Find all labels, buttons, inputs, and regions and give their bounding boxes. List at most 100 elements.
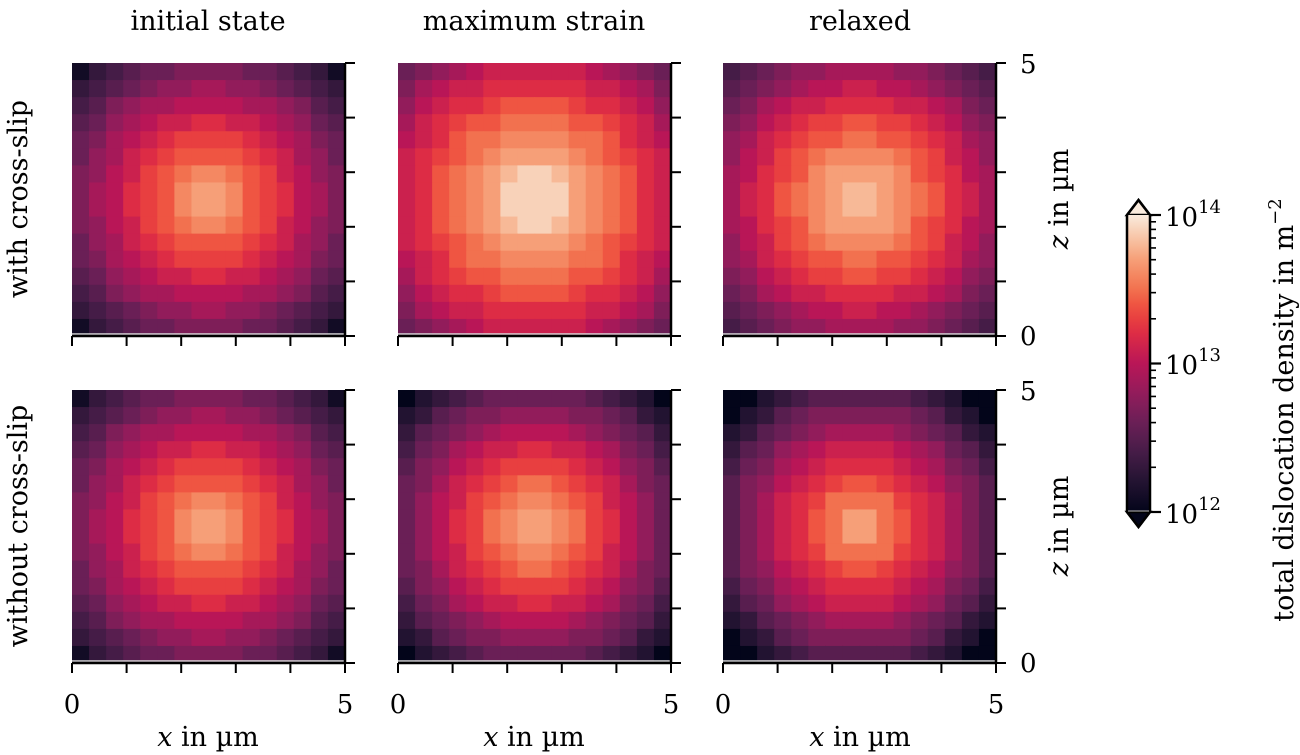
heatmap-cell	[653, 199, 672, 218]
heatmap-cell	[483, 441, 501, 459]
heatmap-cell	[449, 628, 467, 647]
heatmap-cell	[517, 199, 536, 218]
heatmap-cell	[910, 63, 929, 81]
heatmap-cell	[961, 148, 980, 166]
heatmap-cell	[449, 216, 467, 235]
heatmap-cell	[466, 560, 484, 579]
heatmap-cell	[757, 267, 775, 286]
heatmap-cell	[500, 543, 519, 562]
heatmap-cell	[876, 148, 895, 166]
heatmap-cell	[653, 114, 672, 132]
heatmap-cell	[910, 182, 929, 201]
heatmap-cell	[449, 441, 467, 459]
heatmap-cell	[859, 233, 878, 252]
heatmap-cell	[842, 250, 861, 269]
heatmap-cell	[961, 577, 980, 596]
heatmap-cell	[140, 114, 158, 132]
heatmap-cell	[449, 509, 467, 528]
heatmap-cell	[483, 526, 501, 545]
heatmap-cell	[619, 199, 638, 218]
heatmap-cell	[619, 233, 638, 252]
heatmap-cell	[327, 182, 346, 201]
heatmap-cell	[636, 390, 655, 408]
heatmap-cell	[517, 458, 536, 476]
heatmap-cell	[808, 233, 826, 252]
heatmap-cell	[466, 97, 484, 115]
heatmap-cell	[808, 318, 826, 337]
heatmap-cell	[483, 250, 501, 269]
heatmap-cell	[208, 424, 227, 442]
heatmap-cell	[842, 645, 861, 664]
heatmap-cell	[534, 301, 553, 320]
heatmap-cell	[415, 390, 433, 408]
heatmap-cell	[140, 390, 158, 408]
heatmap-cell	[551, 526, 570, 545]
heatmap-cell	[106, 233, 124, 252]
heatmap-cell	[72, 63, 90, 81]
heatmap-cell	[636, 543, 655, 562]
heatmap-cell	[757, 97, 775, 115]
heatmap-cell	[89, 114, 107, 132]
heatmap-cell	[259, 63, 278, 81]
heatmap-cell	[757, 148, 775, 166]
heatmap-cell	[842, 628, 861, 647]
heatmap-cell	[208, 407, 227, 425]
heatmap-cell	[723, 250, 741, 269]
heatmap-cell	[89, 216, 107, 235]
heatmap-cell	[585, 114, 604, 132]
heatmap-cell	[449, 611, 467, 630]
heatmap-cell	[449, 199, 467, 218]
heatmap-cell	[808, 492, 826, 511]
heatmap-cell	[585, 199, 604, 218]
z-axis-label: z in µm	[1044, 476, 1075, 578]
heatmap-cell	[174, 267, 193, 286]
heatmap-cell	[276, 492, 295, 511]
heatmap-cell	[327, 216, 346, 235]
heatmap-cell	[757, 509, 775, 528]
heatmap-cell	[876, 250, 895, 269]
heatmap-cell	[327, 526, 346, 545]
heatmap-cell	[636, 63, 655, 81]
heatmap-cell	[602, 216, 621, 235]
heatmap-cell	[517, 594, 536, 613]
heatmap-cell	[466, 182, 484, 201]
heatmap-cell	[432, 318, 450, 337]
heatmap-cell	[944, 390, 963, 408]
heatmap-cell	[310, 390, 329, 408]
heatmap-cell	[483, 475, 501, 493]
heatmap-cell	[791, 424, 809, 442]
heatmap-cell	[483, 611, 501, 630]
heatmap-cell	[123, 131, 141, 149]
heatmap-cell	[978, 475, 997, 493]
heatmap-cell	[500, 492, 519, 511]
heatmap-cell	[859, 390, 878, 408]
heatmap-cell	[534, 165, 553, 184]
heatmap-cell	[859, 80, 878, 98]
heatmap-cell	[123, 216, 141, 235]
heatmap-cell	[466, 611, 484, 630]
heatmap-cell	[636, 424, 655, 442]
heatmap-cell	[310, 628, 329, 647]
heatmap-cell	[432, 390, 450, 408]
heatmap-cell	[89, 250, 107, 269]
heatmap-cell	[259, 97, 278, 115]
heatmap-cell	[327, 645, 346, 664]
heatmap-cell	[636, 114, 655, 132]
heatmap-cell	[174, 114, 193, 132]
heatmap-cell	[500, 526, 519, 545]
heatmap-cell	[466, 526, 484, 545]
heatmap-cell	[602, 114, 621, 132]
heatmap-cell	[551, 250, 570, 269]
heatmap-cell	[293, 424, 312, 442]
heatmap-cell	[723, 475, 741, 493]
heatmap-cell	[415, 165, 433, 184]
heatmap-cell	[791, 165, 809, 184]
heatmap-cell	[259, 560, 278, 579]
heatmap-cell	[157, 131, 175, 149]
heatmap-cell	[191, 148, 210, 166]
heatmap-cell	[944, 80, 963, 98]
heatmap-cell	[944, 475, 963, 493]
heatmap-cell	[310, 233, 329, 252]
heatmap-cell	[293, 114, 312, 132]
heatmap-cell	[157, 80, 175, 98]
